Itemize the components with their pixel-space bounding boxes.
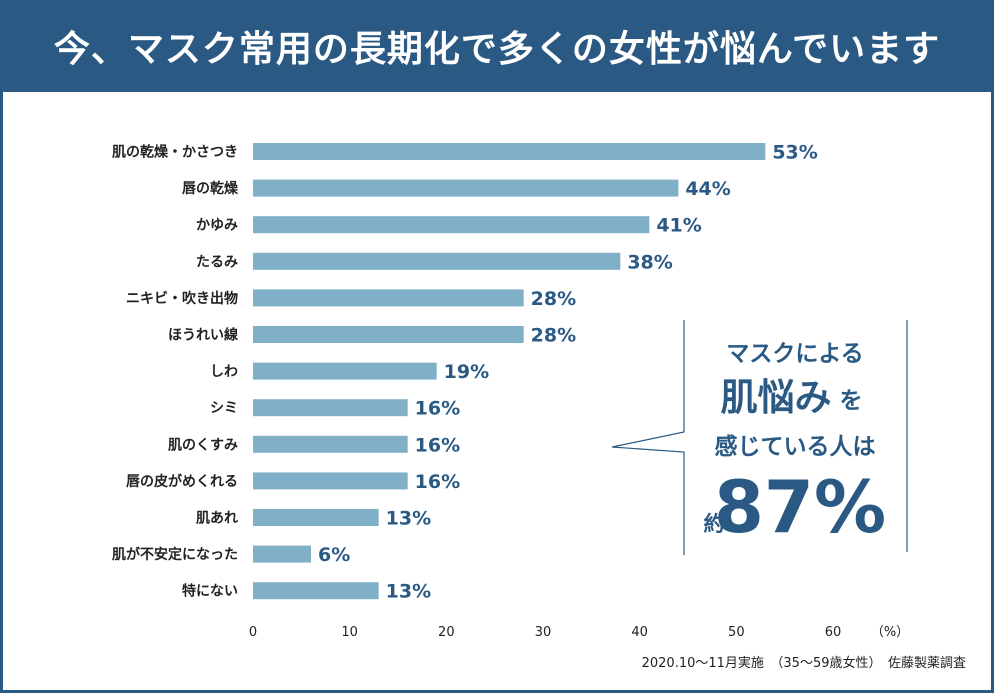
callout-keyword: 肌悩み: [721, 376, 832, 419]
bar-3: [253, 216, 650, 234]
category-label: 肌の乾燥・かさつき: [112, 144, 238, 161]
bar-6: [253, 326, 524, 343]
value-label: 41%: [656, 215, 701, 237]
value-label: 44%: [685, 178, 730, 200]
bar-8: [253, 399, 408, 417]
x-tick-label: 0: [249, 625, 257, 640]
header-banner: 今、マスク常用の長期化で多くの女性が悩んでいます: [0, 0, 994, 92]
bar-1: [253, 143, 766, 160]
x-axis-ticks: 0 10 20 30 40 50 60: [249, 625, 841, 640]
value-label: 19%: [444, 361, 489, 383]
bars-group: 肌の乾燥・かさつき 53% 唇の乾燥 44% かゆみ 41% たるみ 38% ニキビ・吹き出物 2…: [112, 142, 818, 603]
callout-bracket-left: [611, 320, 685, 555]
value-label: 13%: [386, 508, 431, 530]
category-label: 特にない: [182, 583, 238, 600]
x-tick-label: 40: [631, 625, 648, 640]
callout-line1: マスクによる: [726, 341, 863, 367]
category-label: 唇の乾燥: [182, 180, 239, 197]
category-label: たるみ: [196, 254, 238, 270]
x-tick-label: 50: [728, 625, 745, 640]
value-label: 28%: [531, 325, 576, 347]
callout-percent: 87%: [714, 465, 886, 549]
category-label: かゆみ: [196, 218, 238, 234]
category-label: 肌あれ: [196, 511, 238, 527]
source-note: 2020.10〜11月実施 （35〜59歳女性） 佐藤製薬調査: [641, 656, 966, 671]
category-label: ニキビ・吹き出物: [126, 290, 238, 307]
value-label: 16%: [415, 434, 460, 456]
bar-5: [253, 289, 524, 307]
bar-2: [253, 179, 679, 197]
value-label: 38%: [627, 251, 672, 273]
x-tick-label: 30: [535, 625, 552, 640]
callout-line3: 感じている人は: [715, 433, 876, 460]
value-label: 16%: [415, 398, 460, 420]
bar-13: [253, 582, 379, 600]
value-label: 28%: [531, 288, 576, 310]
bar-12: [253, 545, 311, 563]
bar-10: [253, 472, 408, 490]
category-label: 唇の皮がめくれる: [126, 473, 238, 490]
bar-11: [253, 509, 379, 526]
category-label: シミ: [210, 401, 238, 417]
x-tick-label: 20: [438, 625, 455, 640]
callout-box: マスクによる 肌悩み を 感じている人は 約 87%: [611, 320, 908, 555]
x-tick-label: 10: [341, 625, 358, 640]
callout-prefix: 約: [704, 512, 725, 536]
value-label: 53%: [772, 142, 817, 164]
category-label: 肌のくすみ: [168, 437, 238, 453]
callout-particle: を: [840, 388, 863, 414]
x-tick-label: 60: [825, 625, 842, 640]
category-label: ほうれい線: [168, 327, 238, 344]
bar-4: [253, 252, 621, 270]
category-label: 肌が不安定になった: [112, 546, 238, 563]
page-title: 今、マスク常用の長期化で多くの女性が悩んでいます: [53, 29, 941, 70]
x-axis-unit: （%）: [871, 625, 909, 640]
bar-7: [253, 362, 437, 380]
category-label: しわ: [210, 364, 238, 380]
bar-9: [253, 435, 408, 453]
value-label: 6%: [318, 544, 350, 566]
value-label: 16%: [415, 471, 460, 493]
value-label: 13%: [386, 581, 431, 603]
